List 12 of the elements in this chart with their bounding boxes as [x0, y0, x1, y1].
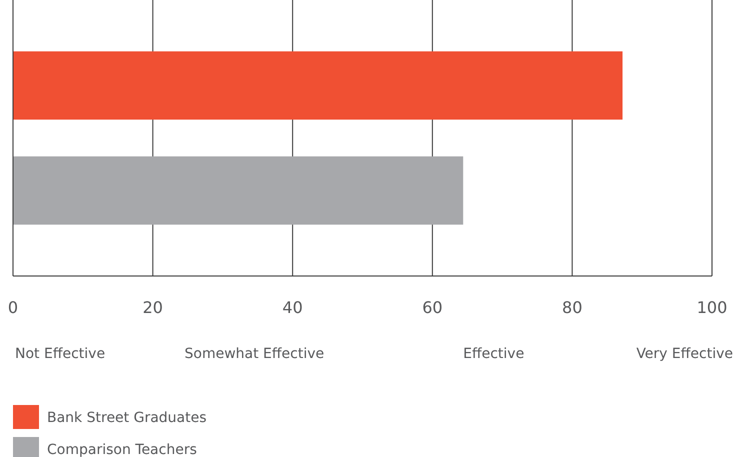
x-tick-label: 80: [562, 298, 582, 317]
x-tick-label: 60: [422, 298, 443, 317]
x-tick-label: 0: [8, 298, 18, 317]
legend-label: Bank Street Graduates: [47, 410, 207, 426]
text: Very Effective: [636, 346, 733, 362]
x-tick-label: 100: [696, 298, 728, 317]
x-tick-label: 20: [142, 298, 163, 317]
x-tick-label: 40: [282, 298, 303, 317]
text: Effective: [463, 346, 524, 362]
text: Somewhat Effective: [184, 346, 324, 362]
text: Not Effective: [15, 346, 106, 362]
legend-label: Comparison Teachers: [47, 442, 197, 457]
